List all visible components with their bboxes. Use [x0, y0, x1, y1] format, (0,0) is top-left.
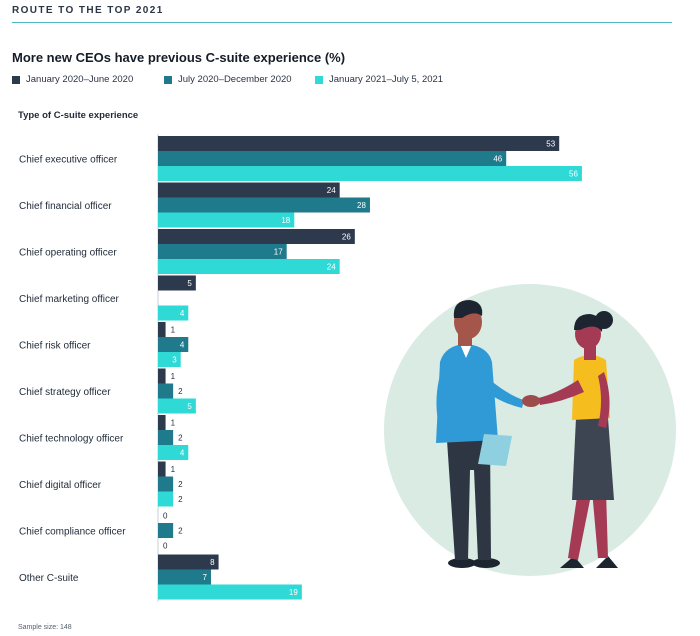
bar	[158, 491, 174, 507]
bar	[158, 445, 189, 460]
data-label: 1	[171, 372, 176, 381]
bar	[158, 337, 189, 352]
data-label: 5	[187, 279, 192, 288]
header-rule	[12, 22, 672, 23]
legend-swatch-series1	[12, 75, 20, 84]
bar	[158, 398, 196, 414]
bar	[158, 166, 582, 181]
legend-label-series3: January 2021–July 5, 2021	[329, 74, 444, 85]
category-label: Chief risk officer	[19, 341, 91, 352]
bar	[158, 554, 219, 570]
category-label: Chief strategy officer	[19, 387, 111, 398]
data-label: 46	[493, 155, 502, 164]
data-label: 24	[327, 263, 336, 272]
bar	[158, 197, 370, 213]
chart-title: More new CEOs have previous C-suite expe…	[12, 50, 346, 65]
data-label: 3	[172, 356, 177, 365]
bar	[158, 275, 196, 291]
data-label: 0	[163, 542, 168, 551]
sample-size-note: Sample size: 148	[18, 624, 72, 631]
data-label: 18	[281, 216, 290, 225]
bar	[158, 476, 174, 492]
legend-item-series1: January 2020–June 2020	[12, 74, 133, 85]
bar	[158, 182, 340, 198]
data-label: 19	[289, 588, 298, 597]
data-label: 4	[180, 341, 185, 350]
data-label: 26	[342, 233, 351, 242]
bar	[158, 415, 166, 430]
bar	[158, 569, 211, 585]
bar	[158, 136, 560, 151]
category-label: Chief compliance officer	[19, 527, 126, 538]
category-label: Other C-suite	[19, 573, 79, 584]
bar	[158, 430, 174, 445]
data-label: 4	[180, 309, 185, 318]
data-label: 2	[178, 495, 183, 504]
eyebrow-label: ROUTE TO THE TOP 2021	[12, 5, 164, 16]
bar	[158, 229, 355, 244]
data-label: 1	[171, 419, 176, 428]
data-label: 4	[180, 449, 185, 458]
woman-figure	[538, 311, 618, 568]
bar	[158, 461, 166, 477]
legend-swatch-series2	[164, 75, 172, 84]
bar	[158, 368, 166, 384]
category-label: Chief marketing officer	[19, 294, 120, 305]
data-label: 2	[178, 480, 183, 489]
legend-item-series2: July 2020–December 2020	[164, 74, 292, 85]
data-label: 2	[178, 387, 183, 396]
legend-swatch-series3	[315, 75, 323, 84]
data-label: 56	[569, 170, 578, 179]
data-label: 28	[357, 201, 366, 210]
legend: January 2020–June 2020 July 2020–Decembe…	[12, 74, 692, 88]
bar	[158, 244, 287, 259]
bar	[158, 212, 295, 228]
bar	[158, 151, 507, 166]
data-label: 8	[210, 558, 215, 567]
data-label: 0	[163, 512, 168, 521]
category-label: Chief executive officer	[19, 155, 118, 166]
data-label: 24	[327, 186, 336, 195]
category-axis-heading: Type of C-suite experience	[18, 110, 139, 121]
bar	[158, 523, 174, 538]
chart-category-labels: Chief executive officer Chief financial o…	[19, 155, 126, 585]
data-label: 17	[274, 248, 283, 257]
bar	[158, 259, 340, 274]
legend-label-series2: July 2020–December 2020	[178, 74, 292, 85]
illustration-circle	[384, 284, 676, 576]
legend-label-series1: January 2020–June 2020	[26, 74, 134, 85]
bar	[158, 584, 302, 600]
handshake-illustration	[384, 284, 676, 576]
bar	[158, 383, 174, 399]
bar	[158, 305, 189, 321]
handshake-hands	[522, 395, 540, 407]
bar	[158, 322, 166, 337]
data-label: 1	[171, 465, 176, 474]
category-label: Chief financial officer	[19, 201, 112, 212]
bar	[158, 352, 181, 367]
data-label: 1	[171, 326, 176, 335]
data-label: 5	[187, 402, 192, 411]
legend-item-series3: January 2021–July 5, 2021	[315, 74, 443, 85]
data-label: 2	[178, 434, 183, 443]
data-label: 53	[546, 140, 555, 149]
category-label: Chief technology officer	[19, 434, 124, 445]
category-label: Chief operating officer	[19, 248, 117, 259]
man-figure	[436, 300, 524, 568]
data-label: 2	[178, 527, 183, 536]
data-label: 7	[203, 573, 208, 582]
category-label: Chief digital officer	[19, 480, 102, 491]
